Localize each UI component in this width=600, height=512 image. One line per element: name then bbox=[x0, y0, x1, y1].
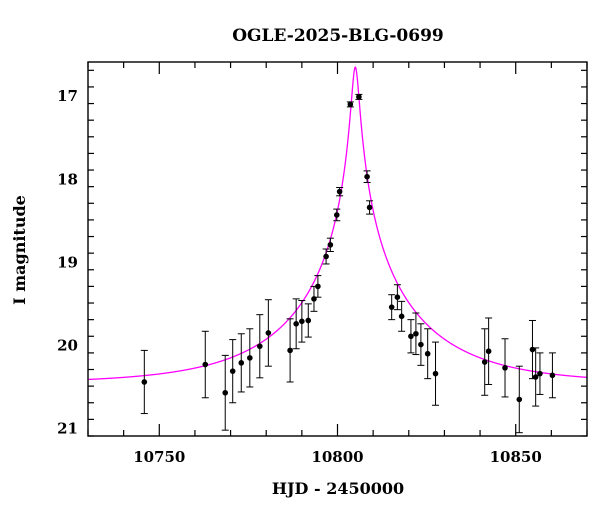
data-marker bbox=[432, 370, 439, 377]
data-marker bbox=[537, 370, 543, 377]
data-marker bbox=[293, 321, 299, 327]
data-point bbox=[322, 248, 330, 265]
data-marker bbox=[327, 242, 334, 248]
data-marker bbox=[418, 341, 424, 348]
data-marker bbox=[516, 396, 523, 403]
data-marker bbox=[315, 283, 321, 290]
data-marker bbox=[287, 347, 293, 354]
data-point bbox=[432, 341, 440, 406]
data-point bbox=[501, 338, 509, 398]
axis-ticks bbox=[87, 62, 588, 437]
data-point bbox=[485, 317, 493, 385]
data-marker bbox=[305, 317, 312, 324]
data-point bbox=[201, 330, 209, 399]
data-point bbox=[412, 312, 420, 356]
data-point bbox=[407, 319, 415, 354]
data-point bbox=[536, 352, 544, 395]
data-marker bbox=[408, 333, 414, 340]
data-point bbox=[424, 328, 432, 380]
data-marker bbox=[356, 94, 362, 100]
plot-frame bbox=[87, 61, 588, 437]
data-point bbox=[528, 319, 536, 380]
data-point bbox=[393, 284, 401, 311]
data-marker bbox=[333, 212, 340, 218]
axis-tick-labels: 10750 10800 10850 17 18 19 20 21 bbox=[57, 87, 542, 466]
data-point bbox=[221, 354, 229, 431]
data-point bbox=[140, 349, 148, 415]
data-marker bbox=[229, 368, 236, 374]
data-marker bbox=[222, 389, 229, 396]
x-tick-label: 10800 bbox=[311, 448, 363, 466]
data-marker bbox=[398, 313, 405, 320]
data-marker bbox=[413, 330, 419, 337]
data-point bbox=[355, 93, 363, 100]
y-axis-label: I magnitude bbox=[10, 195, 29, 305]
chart-title: OGLE-2025-BLG-0699 bbox=[232, 26, 444, 46]
data-marker bbox=[247, 355, 253, 361]
data-marker bbox=[502, 365, 508, 371]
data-marker bbox=[394, 294, 401, 301]
data-marker bbox=[424, 350, 431, 357]
data-point bbox=[237, 333, 245, 393]
data-marker bbox=[299, 318, 305, 325]
plot-data bbox=[88, 66, 587, 434]
data-marker bbox=[265, 330, 272, 336]
data-marker bbox=[256, 343, 263, 350]
x-tick-label: 10750 bbox=[133, 448, 185, 466]
data-point bbox=[363, 170, 371, 184]
data-point bbox=[298, 300, 306, 343]
data-marker bbox=[364, 173, 370, 180]
data-point bbox=[314, 275, 322, 298]
data-marker bbox=[485, 348, 492, 355]
data-point bbox=[333, 208, 341, 222]
y-tick-label: 18 bbox=[57, 170, 78, 188]
data-marker bbox=[481, 359, 488, 365]
data-marker bbox=[347, 101, 354, 108]
data-marker bbox=[388, 304, 395, 310]
data-point bbox=[326, 237, 334, 252]
data-point bbox=[229, 339, 237, 404]
x-axis-label: HJD - 2450000 bbox=[272, 479, 404, 498]
data-point bbox=[336, 186, 344, 197]
data-point bbox=[304, 303, 312, 338]
data-marker bbox=[549, 372, 556, 379]
data-point bbox=[548, 352, 556, 399]
data-point bbox=[388, 294, 396, 321]
data-marker bbox=[238, 360, 245, 366]
data-point bbox=[532, 347, 540, 407]
data-marker bbox=[366, 204, 373, 211]
y-tick-label: 21 bbox=[57, 420, 78, 438]
data-point bbox=[515, 365, 523, 434]
y-tick-label: 20 bbox=[57, 337, 78, 355]
data-point bbox=[366, 200, 374, 215]
data-marker bbox=[532, 374, 539, 380]
data-point bbox=[398, 300, 406, 332]
data-point bbox=[481, 328, 489, 396]
data-marker bbox=[323, 253, 329, 260]
data-marker bbox=[202, 361, 209, 368]
data-point bbox=[264, 299, 272, 367]
model-curve bbox=[88, 66, 587, 381]
y-tick-label: 17 bbox=[57, 87, 78, 105]
data-point bbox=[286, 318, 294, 383]
y-tick-label: 19 bbox=[57, 253, 78, 271]
data-point bbox=[417, 323, 425, 366]
data-marker bbox=[141, 379, 148, 385]
data-point bbox=[246, 328, 254, 388]
data-point bbox=[346, 101, 354, 108]
data-point bbox=[292, 298, 300, 350]
data-point bbox=[256, 314, 264, 379]
data-marker bbox=[336, 188, 343, 195]
x-tick-label: 10850 bbox=[490, 448, 542, 466]
data-point bbox=[310, 285, 318, 312]
